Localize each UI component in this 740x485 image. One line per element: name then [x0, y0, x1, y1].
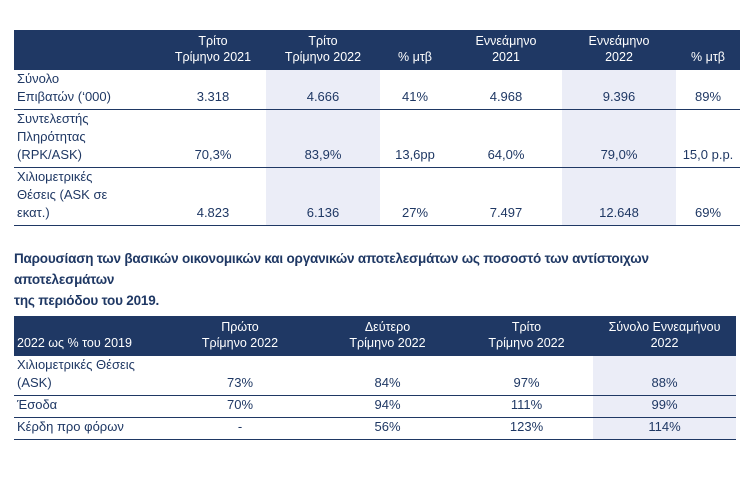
value-cell: 97%	[513, 375, 540, 390]
value-cell: 73%	[226, 375, 254, 390]
value-cell: 9.396	[562, 70, 676, 110]
column-header-q1-2022: Πρώτο Τρίμηνο 2022	[165, 316, 315, 356]
table-row-revenue: Έσοδα 70% 94% 111% 99%	[14, 395, 736, 418]
value-cell: 41%	[401, 89, 429, 104]
value-cell: 13,6pp	[395, 147, 435, 162]
row-label: Σύνολο Επιβατών (‘000)	[17, 71, 111, 104]
value-cell: -	[237, 419, 243, 434]
value-cell: 123%	[509, 419, 544, 434]
table-row-total-passengers: Σύνολο Επιβατών (‘000) 3.318 4.666 41% 4…	[14, 70, 740, 110]
row-label: Κέρδη προ φόρων	[17, 419, 124, 434]
value-cell: 70,3%	[194, 147, 232, 162]
table-row-ask: Χιλιομετρικές Θέσεις (ASK σε εκατ.) 4.82…	[14, 167, 740, 226]
column-header-9m-2021: Εννεάμηνο 2021	[450, 30, 562, 70]
column-header-q3-2021: Τρίτο Τρίμηνο 2021	[160, 30, 266, 70]
column-header-q3-2022: Τρίτο Τρίμηνο 2022	[266, 30, 380, 70]
value-cell: 83,9%	[266, 109, 380, 168]
value-cell: 7.497	[489, 205, 523, 220]
value-cell: 99%	[593, 395, 736, 418]
value-cell: 94%	[374, 397, 401, 412]
table-row-pretax-profit: Κέρδη προ φόρων - 56% 123% 114%	[14, 417, 736, 440]
value-cell: 6.136	[266, 167, 380, 226]
column-header-9m-total-2022: Σύνολο Εννεαμήνου 2022	[593, 316, 736, 356]
value-cell: 114%	[593, 417, 736, 440]
value-cell: 84%	[374, 375, 401, 390]
row-label: Συντελεστής Πληρότητας (RPK/ASK)	[17, 111, 89, 162]
column-header-q2-2022: Δεύτερο Τρίμηνο 2022	[315, 316, 460, 356]
value-cell: 56%	[374, 419, 401, 434]
value-cell: 4.823	[196, 205, 230, 220]
row-label: Χιλιομετρικές Θέσεις (ASK σε εκατ.)	[17, 169, 108, 220]
value-cell: 27%	[401, 205, 429, 220]
table-header-row: Τρίτο Τρίμηνο 2021 Τρίτο Τρίμηνο 2022 % …	[14, 30, 740, 70]
column-header-pct-change-quarter: % μτβ	[380, 30, 450, 70]
value-cell: 79,0%	[562, 109, 676, 168]
row-label: Χιλιομετρικές Θέσεις (ASK)	[17, 357, 135, 390]
column-header-pct-change-9m: % μτβ	[676, 30, 740, 70]
column-header-2022-vs-2019: 2022 ως % του 2019	[14, 316, 165, 356]
column-header-9m-2022: Εννεάμηνο 2022	[562, 30, 676, 70]
value-cell: 15,0 p.p.	[682, 147, 734, 162]
value-cell: 12.648	[562, 167, 676, 226]
table-header-row: 2022 ως % του 2019 Πρώτο Τρίμηνο 2022 Δε…	[14, 316, 736, 356]
table-row-ask: Χιλιομετρικές Θέσεις (ASK) 73% 84% 97% 8…	[14, 356, 736, 396]
column-header-q3-2022: Τρίτο Τρίμηνο 2022	[460, 316, 593, 356]
value-cell: 64,0%	[487, 147, 525, 162]
value-cell: 4.666	[266, 70, 380, 110]
value-cell: 70%	[226, 397, 254, 412]
traffic-results-table: Τρίτο Τρίμηνο 2021 Τρίτο Τρίμηνο 2022 % …	[14, 30, 740, 226]
vs-2019-table: 2022 ως % του 2019 Πρώτο Τρίμηνο 2022 Δε…	[14, 316, 736, 440]
intro-paragraph: Παρουσίαση των βασικών οικονομικών και ο…	[14, 251, 649, 308]
value-cell: 88%	[593, 356, 736, 396]
value-cell: 3.318	[196, 89, 230, 104]
column-header-empty	[14, 30, 160, 70]
value-cell: 69%	[694, 205, 722, 220]
value-cell: 89%	[694, 89, 722, 104]
value-cell: 111%	[510, 397, 543, 412]
row-label: Έσοδα	[17, 397, 58, 412]
table-row-load-factor: Συντελεστής Πληρότητας (RPK/ASK) 70,3% 8…	[14, 109, 740, 168]
value-cell: 4.968	[489, 89, 523, 104]
